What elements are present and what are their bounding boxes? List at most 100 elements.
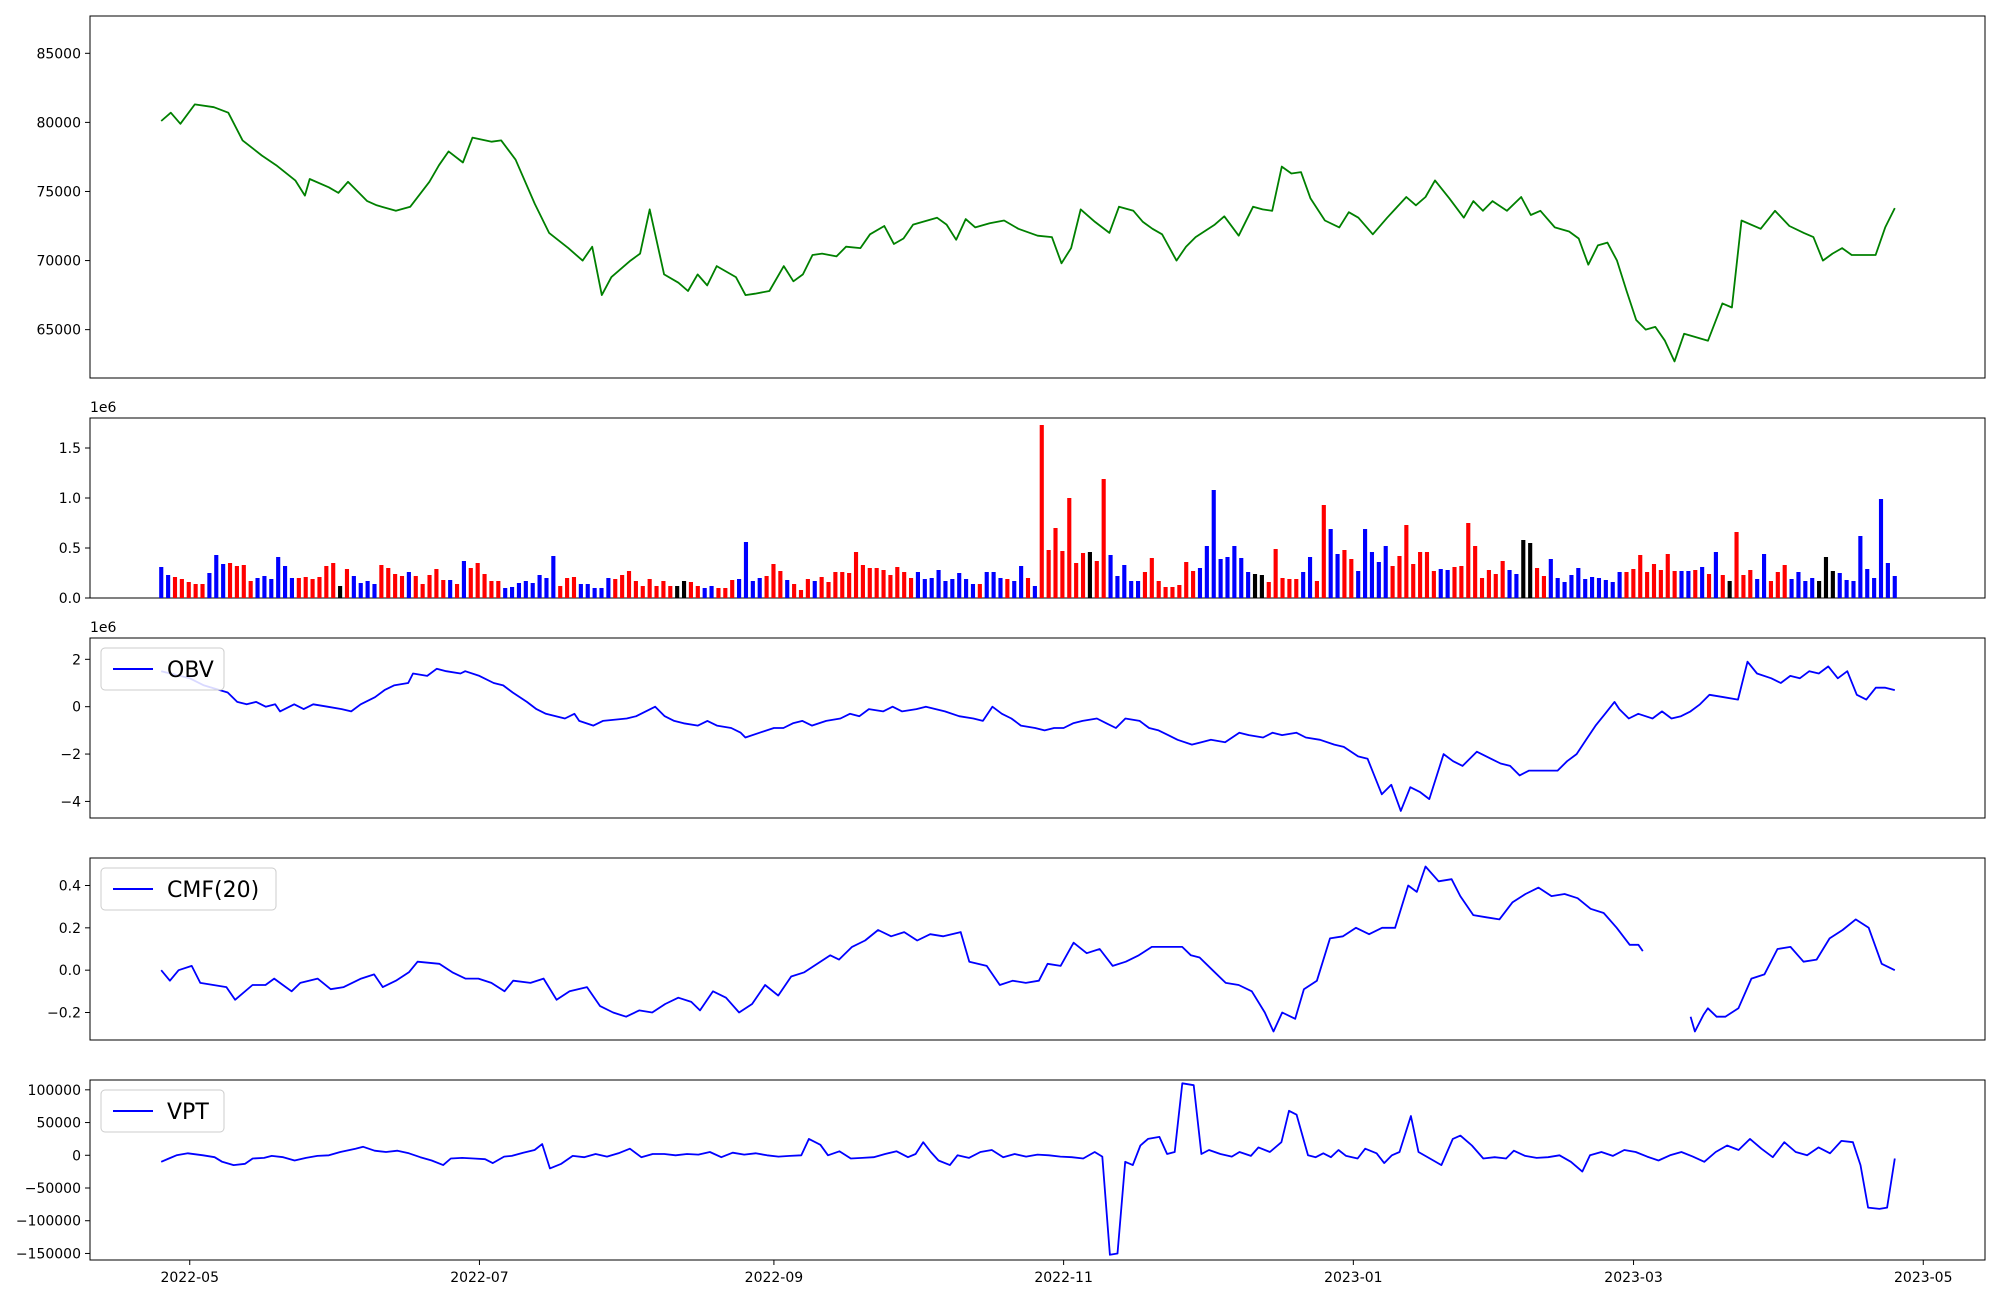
volume-bar: [1314, 581, 1319, 598]
volume-bar: [276, 557, 281, 598]
volume-bar: [523, 581, 528, 598]
volume-bar: [874, 568, 879, 598]
vpt-legend-label: VPT: [167, 1100, 209, 1125]
volume-bar: [200, 584, 205, 598]
volume-bar: [1624, 572, 1629, 598]
volume-bar: [1734, 532, 1739, 598]
price-line: [160, 103, 1896, 363]
volume-bar: [248, 581, 253, 598]
volume-bar: [516, 583, 522, 598]
volume-bar: [812, 581, 817, 598]
volume-bar: [317, 577, 322, 598]
obv-legend-label: OBV: [167, 658, 214, 683]
volume-bar: [737, 579, 742, 598]
volume-bar: [1541, 576, 1546, 598]
price-ytick-label: 80000: [36, 115, 81, 131]
volume-bar: [358, 583, 363, 598]
volume-bar: [1032, 586, 1037, 598]
volume-bar: [668, 586, 673, 598]
volume-bar: [1817, 581, 1822, 598]
volume-bar: [193, 584, 198, 598]
volume-bar: [1266, 582, 1271, 598]
volume-bar: [792, 584, 797, 598]
volume-bar: [186, 582, 191, 598]
volume-bar: [179, 579, 184, 598]
volume-bar: [1528, 543, 1533, 598]
volume-bar: [1534, 568, 1540, 598]
volume-bar: [785, 580, 790, 598]
obv-ytick-label: 2: [72, 652, 81, 668]
volume-bar: [750, 581, 755, 598]
volume-bar: [620, 575, 625, 598]
volume-bar: [688, 582, 693, 598]
volume-bar: [895, 567, 900, 598]
volume-bar: [730, 580, 735, 598]
volume-bar: [1872, 578, 1877, 598]
volume-bar: [1046, 550, 1051, 598]
volume-bar: [1638, 555, 1643, 598]
volume-bar: [977, 584, 982, 598]
plot-layer: 65000 70000 75000 80000 85000 0.0 0.5 1.0 1.5 1e6…: [16, 15, 1986, 1286]
vpt-panel-frame: [89, 1079, 1986, 1261]
volume-bar: [1094, 561, 1099, 598]
volume-bar: [1645, 572, 1650, 598]
obv-ytick-label: −2: [60, 747, 81, 763]
volume-bar: [1191, 571, 1196, 598]
volume-bar: [1651, 564, 1657, 598]
volume-bar: [1686, 571, 1691, 598]
volume-bar: [372, 584, 377, 598]
volume-bar: [406, 572, 411, 598]
volume-bar: [1397, 556, 1402, 598]
volume-bar: [537, 575, 542, 598]
volume-bar: [1101, 479, 1106, 598]
volume-offset-label: 1e6: [90, 400, 117, 416]
volume-bar: [1617, 572, 1622, 598]
volume-bar: [1548, 559, 1553, 598]
volume-bar: [984, 572, 989, 598]
volume-bar: [1555, 578, 1560, 598]
volume-bar: [1486, 570, 1491, 598]
volume-bar: [599, 588, 604, 598]
volume-bar: [565, 578, 570, 598]
volume-bar: [1376, 562, 1381, 598]
volume-bar: [1445, 570, 1450, 598]
volume-bar: [675, 586, 680, 598]
volume-bar: [344, 569, 350, 598]
volume-bar: [1239, 558, 1244, 598]
volume-bar: [640, 586, 645, 598]
volume-bar: [902, 572, 907, 598]
vpt-ytick-label: 50000: [36, 1116, 81, 1132]
volume-bar: [386, 568, 391, 598]
obv-ytick-label: 0: [72, 700, 81, 716]
volume-bar: [1067, 498, 1072, 598]
volume-bar: [833, 572, 838, 598]
vpt-ytick-label: 100000: [28, 1083, 81, 1099]
volume-bar: [1851, 581, 1856, 598]
volume-bar: [1514, 574, 1519, 598]
volume-bar: [1218, 559, 1223, 598]
volume-bar: [970, 584, 976, 598]
volume-bar: [613, 579, 618, 598]
volume-bar: [1418, 552, 1423, 598]
volume-bar: [1349, 559, 1354, 598]
volume-bar: [172, 577, 178, 598]
volume-bar: [1844, 580, 1849, 598]
volume-bar: [819, 577, 824, 598]
volume-bar: [468, 568, 473, 598]
volume-bar: [1569, 575, 1574, 598]
volume-bar: [1459, 566, 1464, 598]
volume-bar: [908, 578, 914, 598]
cmf-line: [1689, 918, 1896, 1033]
volume-bar: [571, 577, 577, 598]
volume-bar: [943, 581, 948, 598]
volume-bar: [1473, 546, 1478, 598]
volume-bar: [936, 570, 941, 598]
volume-panel-frame: [89, 417, 1986, 599]
volume-bar: [702, 588, 707, 598]
volume-bar: [1087, 552, 1092, 598]
volume-bar: [1562, 582, 1567, 598]
volume-bar: [530, 583, 535, 598]
volume-bar: [1225, 557, 1230, 598]
obv-panel-frame: [89, 637, 1986, 819]
volume-bar: [207, 573, 212, 598]
